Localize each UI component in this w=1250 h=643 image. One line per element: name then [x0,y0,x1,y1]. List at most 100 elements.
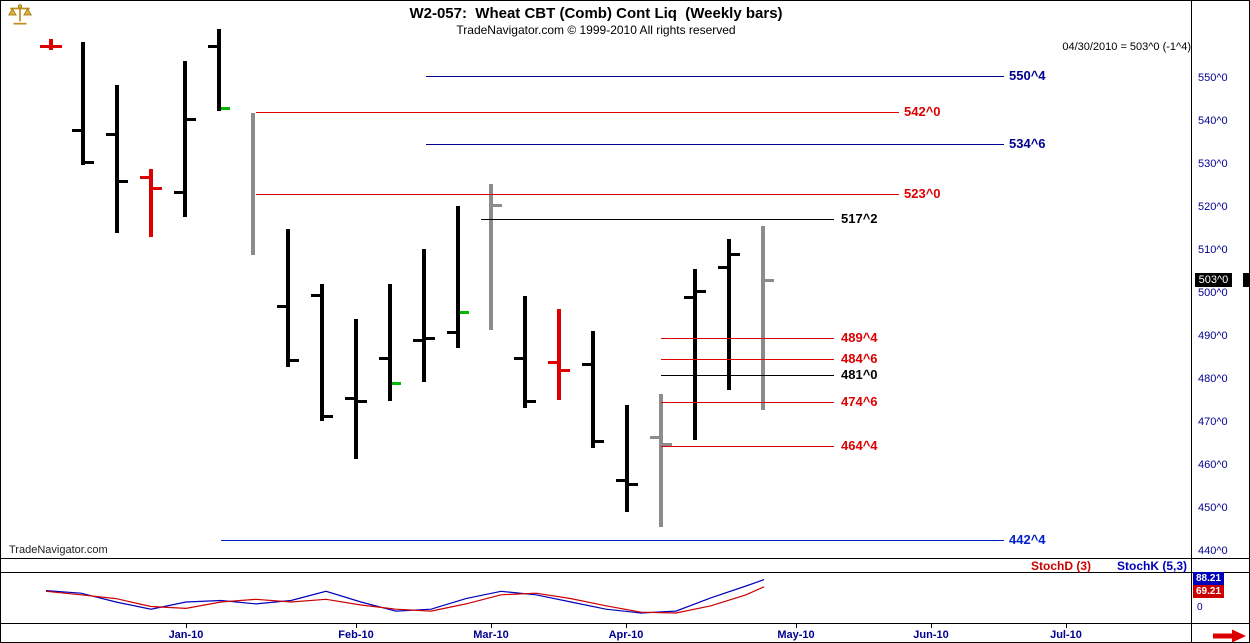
price-bar [217,29,221,112]
price-axis-label: 510^0 [1198,244,1228,256]
month-tick [356,623,357,628]
open-tick [582,362,591,366]
close-tick [53,44,62,48]
price-axis-label: 470^0 [1198,416,1228,428]
last-quote-readout: 04/30/2010 = 503^0 (-1^4) [1062,41,1191,53]
price-bar [388,284,392,401]
time-axis[interactable]: Jan-10 Feb-10 Mar-10 Apr-10 May-10 Jun-10 Jul-… [1,623,1191,642]
price-axis-label: 500^0 [1198,287,1228,299]
close-tick [629,483,638,487]
price-bar [149,169,153,238]
open-tick [174,190,183,194]
price-bar [761,225,765,410]
open-tick [616,479,625,483]
stoch-k-value-badge: 88.21 [1193,572,1225,585]
close-tick [663,442,672,446]
month-tick [491,623,492,628]
price-axis-label: 480^0 [1198,373,1228,385]
chart-title: W2-057: Wheat CBT (Comb) Cont Liq (Weekl… [409,5,783,22]
month-label: Jun-10 [913,629,949,641]
price-bar [320,284,324,422]
trade-navigator-logo-icon[interactable] [7,3,33,32]
price-axis-label: 440^0 [1198,545,1228,557]
month-label: Apr-10 [608,629,644,641]
price-bar [286,228,290,367]
pane-divider-top [1,558,1249,559]
stoch-line-stochk [45,579,765,614]
close-tick [527,399,536,403]
open-tick [514,356,523,360]
open-tick [277,304,286,308]
price-bar [523,296,527,408]
open-tick [650,436,659,440]
price-bar [251,112,255,256]
month-label: Jan-10 [168,629,204,641]
price-bar [422,249,426,382]
close-tick [426,337,435,341]
pane-divider-bottom [1,623,1249,624]
close-tick [153,186,162,190]
close-tick [324,414,333,418]
stoch-zero-label: 0 [1197,602,1203,613]
price-axis-label: 460^0 [1198,459,1228,471]
month-label: May-10 [777,629,815,641]
stoch-line-stochd [45,586,765,614]
month-tick [931,623,932,628]
open-tick [40,44,49,48]
price-bar [49,39,53,51]
price-bar [81,41,85,165]
close-tick [765,279,774,283]
open-tick [684,296,693,300]
open-tick [413,339,422,343]
price-axis-label: 490^0 [1198,330,1228,342]
month-label: Mar-10 [473,629,509,641]
close-tick [187,117,196,121]
month-label: Feb-10 [338,629,374,641]
close-tick [392,382,401,386]
stoch-d-label: StochD (3) [1031,559,1091,573]
price-axis[interactable]: 550^0 540^0 530^0 520^0 510^0 500^0 490^0 480^0… [1191,1,1249,642]
month-tick [186,623,187,628]
close-tick [290,358,299,362]
price-axis-label: 520^0 [1198,201,1228,213]
price-bar [354,319,358,459]
open-tick [72,128,81,132]
price-axis-label: 450^0 [1198,502,1228,514]
open-tick [345,397,354,401]
price-bar [591,330,595,449]
price-bar [456,206,460,348]
close-tick [561,369,570,373]
open-tick [447,330,456,334]
price-pane[interactable] [1,29,1191,557]
pane-divider-stoch [1,572,1249,573]
open-tick [311,294,320,298]
open-tick [548,360,557,364]
close-tick [731,253,740,257]
price-bar [625,404,629,512]
price-bar [659,394,663,527]
month-tick [796,623,797,628]
month-tick [626,623,627,628]
price-bar [183,60,187,217]
price-axis-label: 530^0 [1198,158,1228,170]
close-tick [358,399,367,403]
close-tick [221,107,230,111]
open-tick [718,266,727,270]
price-bar [693,268,697,440]
axis-scroll-thumb[interactable] [1243,273,1249,288]
price-bar [727,238,731,391]
close-tick [595,440,604,444]
month-label: Jul-10 [1050,629,1082,641]
watermark-text: TradeNavigator.com [9,544,108,556]
stoch-d-value-badge: 69.21 [1193,585,1225,598]
price-axis-label: 540^0 [1198,115,1228,127]
open-tick [208,44,217,48]
stoch-k-label: StochK (5,3) [1117,559,1188,573]
month-tick [1066,623,1067,628]
stoch-pane[interactable] [1,573,1191,623]
price-bar [115,84,119,233]
scroll-right-arrow-icon[interactable] [1213,629,1247,642]
close-tick [85,160,94,164]
price-axis-label: 550^0 [1198,72,1228,84]
price-bar [557,308,561,401]
